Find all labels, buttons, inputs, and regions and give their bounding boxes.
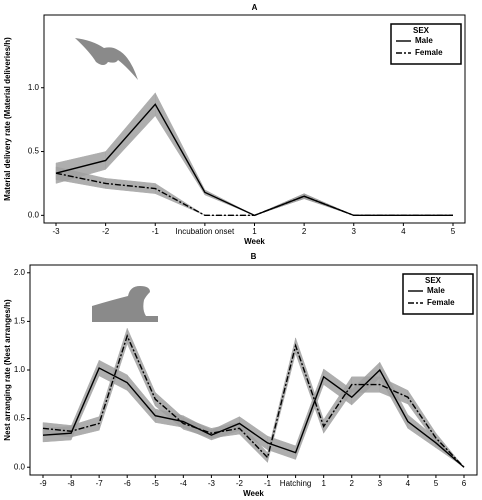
- y-tick-label: 2.0: [14, 268, 26, 277]
- legend-label: Female: [427, 298, 455, 307]
- series-line: [42, 334, 465, 468]
- legend-label: Male: [415, 36, 433, 45]
- x-tick-label: 3: [378, 479, 383, 488]
- x-tick-label: -2: [102, 227, 110, 236]
- x-tick-label: 5: [434, 479, 439, 488]
- x-tick-label: -2: [236, 479, 244, 488]
- y-tick-label: 0.0: [28, 210, 40, 219]
- legend-label: Male: [427, 286, 445, 295]
- series-line: [55, 172, 453, 217]
- x-axis-label: Week: [243, 489, 264, 498]
- y-axis-label: Material delivery rate (Material deliver…: [3, 37, 12, 201]
- series-line: [42, 367, 465, 468]
- x-tick-label: -6: [124, 479, 132, 488]
- legend-box: [402, 273, 474, 315]
- x-tick-label: -9: [39, 479, 47, 488]
- chart-title: A: [252, 3, 258, 12]
- y-tick-label: 0.5: [28, 147, 40, 156]
- x-tick-label: -3: [208, 479, 216, 488]
- x-tick-label: Hatching: [280, 479, 312, 488]
- bird-silhouette: [75, 38, 138, 80]
- y-tick-label: 1.0: [14, 365, 26, 374]
- y-tick-label: 0.0: [14, 462, 26, 471]
- x-tick-label: -3: [52, 227, 60, 236]
- x-tick-label: 6: [462, 479, 467, 488]
- x-axis-label: Week: [244, 237, 265, 246]
- y-tick-label: 1.0: [28, 83, 40, 92]
- x-tick-label: 3: [352, 227, 357, 236]
- legend-box: [390, 23, 462, 65]
- x-tick-label: 5: [451, 227, 456, 236]
- x-tick-label: 4: [401, 227, 406, 236]
- x-tick-label: -1: [152, 227, 160, 236]
- y-tick-label: 0.5: [14, 414, 26, 423]
- x-tick-label: -5: [152, 479, 160, 488]
- x-tick-label: -8: [68, 479, 76, 488]
- legend-label: Female: [415, 48, 443, 57]
- x-tick-label: Incubation onset: [176, 227, 235, 236]
- x-tick-label: 4: [406, 479, 411, 488]
- y-axis-label: Nest arranging rate (Nest arranges/h): [3, 299, 12, 441]
- chart-title: B: [251, 252, 257, 261]
- x-tick-label: -4: [180, 479, 188, 488]
- series-line: [55, 103, 453, 217]
- legend-title: SEX: [425, 276, 442, 285]
- y-tick-label: 1.5: [14, 316, 26, 325]
- x-tick-label: 1: [252, 227, 257, 236]
- x-tick-label: -1: [264, 479, 272, 488]
- x-tick-label: 1: [321, 479, 326, 488]
- confidence-band: [105, 92, 156, 171]
- legend-title: SEX: [413, 26, 430, 35]
- nest-silhouette: [92, 286, 158, 322]
- x-tick-label: -7: [96, 479, 104, 488]
- x-tick-label: 2: [350, 479, 355, 488]
- x-tick-label: 2: [302, 227, 307, 236]
